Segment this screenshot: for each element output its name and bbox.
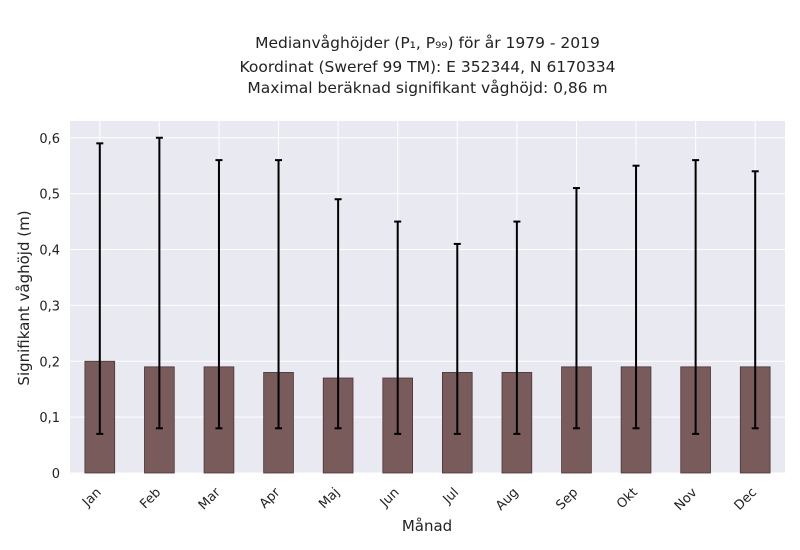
x-axis-label: Månad [402, 517, 452, 535]
chart-title-line-3: Maximal beräknad signifikant våghöjd: 0,… [247, 79, 608, 97]
y-tick-label: 0,3 [39, 299, 60, 314]
chart-title-line-2: Koordinat (Sweref 99 TM): E 352344, N 61… [239, 58, 616, 76]
y-tick-label: 0,2 [39, 355, 60, 370]
x-tick-label: Mar [196, 485, 224, 513]
y-tick-labels: 0 0,1 0,2 0,3 0,4 0,5 0,6 [39, 132, 60, 482]
x-tick-label: Dec [732, 485, 760, 513]
plot-background [70, 121, 785, 473]
x-tick-label: Jul [440, 485, 462, 507]
y-tick-label: 0,5 [39, 188, 60, 203]
y-axis-label: Signifikant våghöjd (m) [15, 210, 33, 385]
errorbar-layer [96, 136, 759, 435]
x-tick-label: Aug [493, 485, 522, 514]
x-tick-label: Sep [553, 485, 581, 513]
x-tick-label: Jan [79, 485, 104, 510]
y-tick-label: 0,1 [39, 411, 60, 426]
y-tick-label: 0 [52, 467, 60, 482]
x-tick-label: Nov [672, 485, 701, 514]
x-tick-label: Jun [377, 485, 403, 511]
x-tick-label: Okt [614, 485, 641, 512]
x-tick-label: Feb [137, 485, 164, 512]
x-tick-label: Apr [257, 485, 284, 512]
x-tick-label: Maj [316, 485, 343, 512]
chart-title-line-1: Medianvåghöjder (P₁, P₉₉) för år 1979 - … [255, 34, 600, 52]
y-tick-label: 0,4 [39, 244, 60, 259]
x-tick-labels: Jan Feb Mar Apr Maj Jun Jul Aug Sep Okt Nov Dec [79, 485, 760, 514]
y-tick-label: 0,6 [39, 132, 60, 147]
